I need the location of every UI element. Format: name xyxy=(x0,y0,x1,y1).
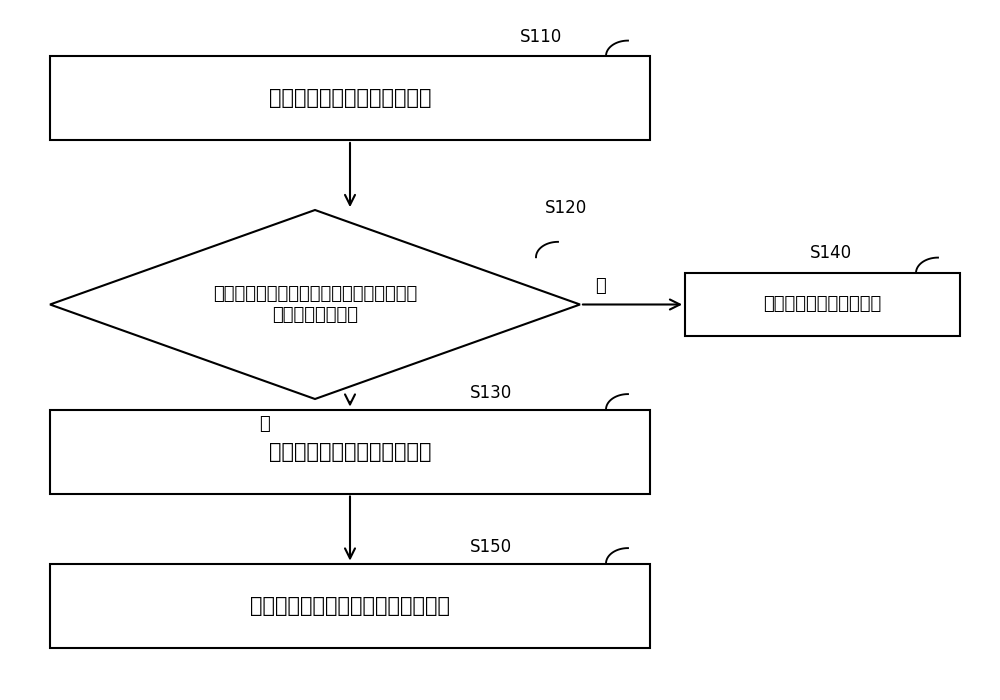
Bar xyxy=(50,56,650,140)
Bar xyxy=(50,410,650,494)
Text: 否: 否 xyxy=(595,277,606,295)
Polygon shape xyxy=(50,210,580,399)
Text: S150: S150 xyxy=(470,538,512,557)
Text: 发送第一鉴权信息至充电设备: 发送第一鉴权信息至充电设备 xyxy=(269,442,431,461)
Text: 是: 是 xyxy=(260,414,270,433)
Text: 确定以第一状态进行充电: 确定以第一状态进行充电 xyxy=(763,295,882,314)
Bar xyxy=(50,564,650,648)
Text: S120: S120 xyxy=(545,199,587,217)
Text: 判断第一鉴权信息与第二鉴权信息的第一预
设数据段是否对应: 判断第一鉴权信息与第二鉴权信息的第一预 设数据段是否对应 xyxy=(213,285,417,324)
Text: 接收第二次鉴权结果，确定充电状态: 接收第二次鉴权结果，确定充电状态 xyxy=(250,596,450,615)
Text: S130: S130 xyxy=(470,384,512,402)
Text: S110: S110 xyxy=(520,27,562,46)
Text: 接收充电设备的第二鉴权信息: 接收充电设备的第二鉴权信息 xyxy=(269,88,431,108)
Bar xyxy=(685,273,960,336)
Text: S140: S140 xyxy=(810,244,852,262)
